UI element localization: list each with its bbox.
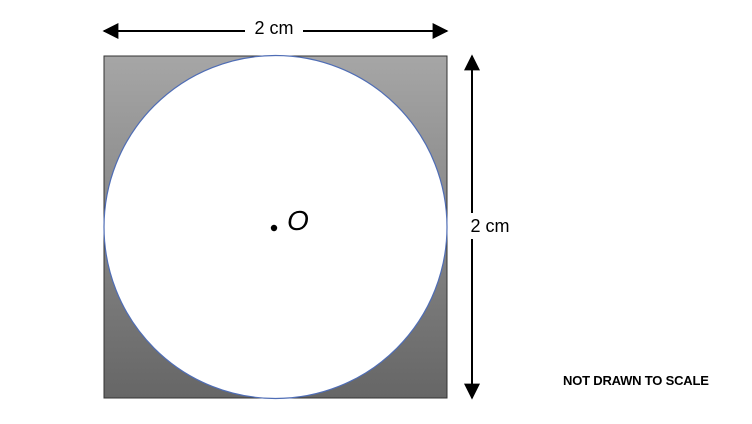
center-point: [271, 225, 277, 231]
center-label: O: [287, 204, 317, 238]
top-dimension-label: 2 cm: [245, 16, 303, 40]
scale-note: NOT DRAWN TO SCALE: [563, 371, 748, 391]
right-dimension-label: 2 cm: [460, 213, 520, 239]
